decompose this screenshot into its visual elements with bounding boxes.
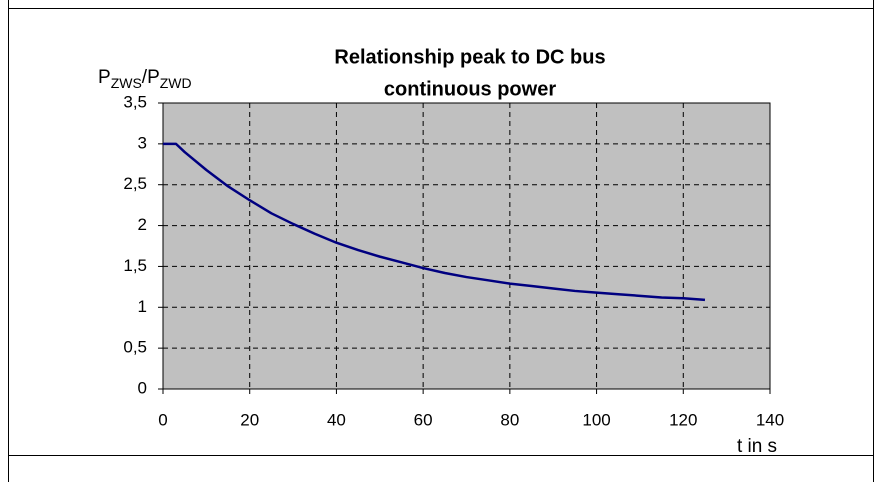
x-tick-label: 20	[240, 410, 259, 429]
chart-title: continuous power	[384, 78, 556, 100]
y-tick-label: 3,5	[123, 92, 147, 111]
x-tick-label: 140	[756, 410, 784, 429]
y-label-part: P	[98, 67, 111, 88]
x-tick-label: 120	[669, 410, 697, 429]
y-label-sub: ZWD	[160, 75, 192, 91]
x-tick-label: 100	[582, 410, 610, 429]
y-label-sub: ZWS	[111, 75, 142, 91]
y-tick-label: 2	[138, 215, 147, 234]
plot-border	[162, 102, 771, 390]
x-tick-label: 60	[414, 410, 433, 429]
x-tick-label: 40	[327, 410, 346, 429]
x-tick-label: 80	[500, 410, 519, 429]
plot-area	[163, 103, 770, 389]
x-tick-label: 0	[158, 410, 167, 429]
y-tick-label: 3	[138, 133, 147, 152]
y-tick-label: 0	[138, 378, 147, 397]
chart-title: Relationship peak to DC bus	[334, 46, 605, 68]
y-tick-label: 0,5	[123, 338, 147, 357]
data-line	[163, 142, 706, 302]
y-label-part: /P	[142, 67, 160, 88]
x-axis-label: t in s	[737, 436, 777, 457]
y-tick-label: 1	[138, 297, 147, 316]
y-tick-label: 1,5	[123, 256, 147, 275]
y-tick-label: 2,5	[123, 174, 147, 193]
y-axis-label: PZWS/PZWD	[98, 67, 192, 91]
